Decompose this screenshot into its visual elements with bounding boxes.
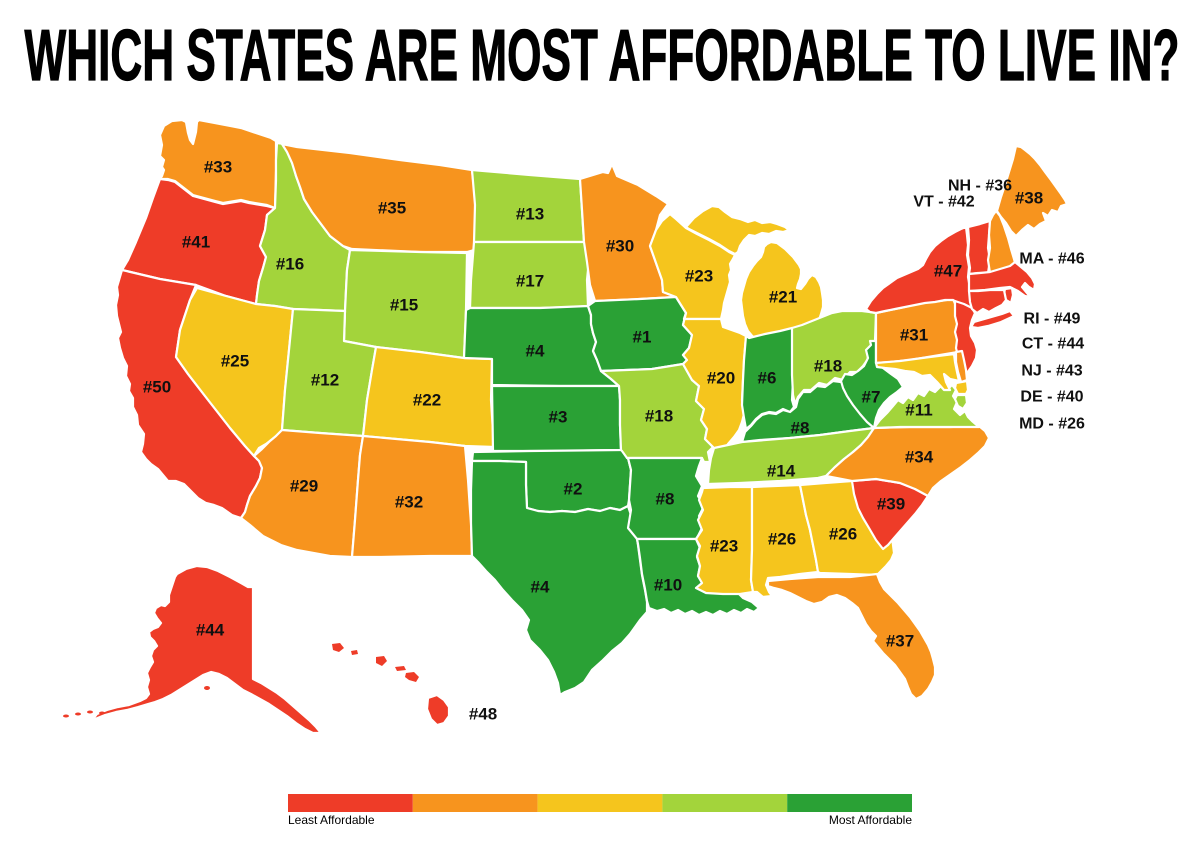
svg-text:#2: #2: [564, 480, 583, 499]
svg-text:VT - #42: VT - #42: [913, 194, 974, 211]
svg-text:#34: #34: [905, 448, 934, 467]
svg-text:#23: #23: [685, 267, 713, 286]
svg-text:NJ - #43: NJ - #43: [1021, 363, 1082, 380]
svg-text:#1: #1: [633, 328, 652, 347]
svg-text:MD - #26: MD - #26: [1019, 416, 1085, 433]
svg-text:#44: #44: [196, 621, 225, 640]
svg-text:#38: #38: [1015, 189, 1043, 208]
svg-text:#16: #16: [276, 255, 304, 274]
svg-text:#30: #30: [606, 237, 634, 256]
svg-text:#3: #3: [549, 408, 568, 427]
svg-text:#22: #22: [413, 391, 441, 410]
svg-text:#47: #47: [934, 262, 962, 281]
svg-text:#21: #21: [769, 288, 797, 307]
svg-text:Least Affordable: Least Affordable: [288, 813, 375, 827]
svg-text:#18: #18: [645, 407, 673, 426]
svg-text:MA - #46: MA - #46: [1019, 251, 1084, 268]
svg-text:WHICH STATES ARE MOST AFFORDAB: WHICH STATES ARE MOST AFFORDABLE TO LIVE…: [25, 16, 1180, 96]
svg-text:#33: #33: [204, 158, 232, 177]
svg-text:#14: #14: [767, 462, 796, 481]
svg-text:#10: #10: [654, 576, 682, 595]
svg-text:#8: #8: [656, 490, 675, 509]
svg-text:#13: #13: [516, 205, 544, 224]
svg-text:#50: #50: [143, 378, 171, 397]
svg-text:#35: #35: [378, 199, 406, 218]
svg-text:#25: #25: [221, 352, 249, 371]
svg-text:RI - #49: RI - #49: [1024, 311, 1081, 328]
svg-text:#26: #26: [829, 525, 857, 544]
svg-text:#7: #7: [862, 388, 881, 407]
svg-text:NH - #36: NH - #36: [948, 178, 1012, 195]
svg-text:DE - #40: DE - #40: [1020, 389, 1083, 406]
svg-text:#39: #39: [877, 495, 905, 514]
svg-text:CT - #44: CT - #44: [1022, 336, 1084, 353]
svg-text:#4: #4: [531, 578, 550, 597]
svg-text:#11: #11: [905, 401, 932, 420]
svg-text:#6: #6: [758, 369, 777, 388]
svg-text:#8: #8: [791, 419, 810, 438]
svg-text:#31: #31: [900, 326, 928, 345]
svg-text:#48: #48: [469, 705, 497, 724]
svg-text:#4: #4: [526, 342, 545, 361]
svg-text:#12: #12: [311, 371, 339, 390]
svg-text:#20: #20: [707, 369, 735, 388]
svg-text:#18: #18: [814, 357, 842, 376]
svg-text:#41: #41: [182, 233, 210, 252]
svg-text:#17: #17: [516, 272, 544, 291]
svg-text:#37: #37: [886, 632, 914, 651]
svg-text:#15: #15: [390, 296, 418, 315]
svg-text:#23: #23: [710, 537, 738, 556]
svg-text:#26: #26: [768, 530, 796, 549]
svg-text:Most Affordable: Most Affordable: [829, 813, 912, 827]
svg-text:#32: #32: [395, 493, 423, 512]
svg-text:#29: #29: [290, 477, 318, 496]
